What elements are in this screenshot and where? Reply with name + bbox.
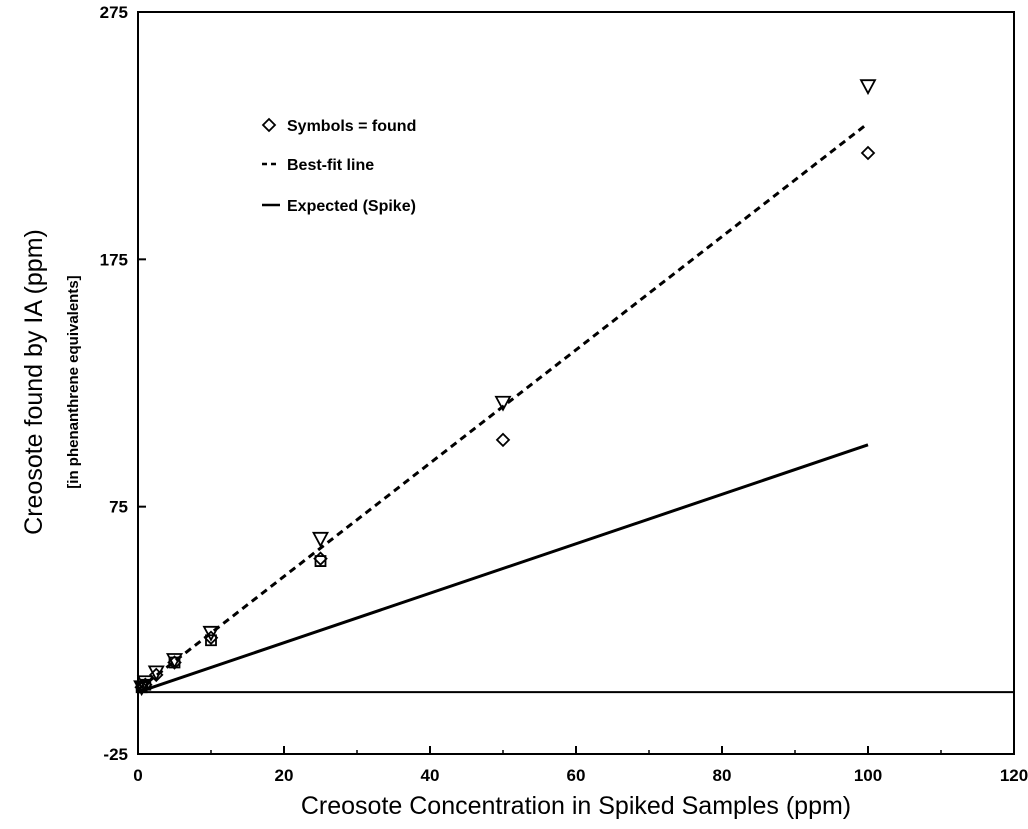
legend: Symbols = found Best-fit line Expected (… bbox=[261, 117, 416, 215]
y-tick-label: 75 bbox=[109, 498, 128, 517]
x-tick-label: 20 bbox=[275, 766, 294, 785]
x-tick-label: 0 bbox=[133, 766, 142, 785]
expected-line bbox=[137, 443, 869, 694]
y-tick-label: -25 bbox=[103, 745, 128, 764]
square-data-point bbox=[135, 681, 148, 694]
plot-frame bbox=[137, 11, 1015, 755]
square-data-point bbox=[314, 555, 327, 567]
triangle-down-data-point bbox=[165, 653, 184, 669]
data-markers bbox=[133, 79, 877, 697]
x-tick-label: 60 bbox=[567, 766, 586, 785]
best-fit-line bbox=[137, 122, 869, 691]
y-axis-subtitle: [in phenanthrene equivalents] bbox=[65, 275, 82, 488]
diamond-data-point bbox=[860, 145, 876, 161]
x-tick-label: 80 bbox=[713, 766, 732, 785]
triangle-down-data-point bbox=[202, 625, 220, 642]
series-lines bbox=[137, 122, 1014, 694]
x-tick-label: 40 bbox=[421, 766, 440, 785]
y-tick-label: 275 bbox=[100, 3, 128, 22]
square-data-point bbox=[168, 656, 181, 669]
legend-diamond-icon bbox=[261, 117, 277, 133]
y-axis-title: Creosote found by IA (ppm) bbox=[20, 229, 48, 535]
square-data-point bbox=[205, 634, 217, 647]
legend-item-best-fit: Best-fit line bbox=[287, 157, 374, 174]
square-data-point bbox=[139, 678, 152, 691]
legend-item-expected: Expected (Spike) bbox=[287, 198, 416, 215]
triangle-down-data-point bbox=[859, 79, 877, 96]
triangle-down-data-point bbox=[147, 665, 165, 682]
tick-marks bbox=[137, 11, 1015, 755]
triangle-down-data-point bbox=[311, 531, 330, 548]
tick-labels: 0 20 40 60 80 100 120 -25 75 175 275 bbox=[100, 3, 1028, 785]
y-tick-label: 175 bbox=[100, 250, 128, 269]
x-tick-label: 120 bbox=[1000, 766, 1028, 785]
x-tick-label: 100 bbox=[854, 766, 882, 785]
triangle-down-data-point bbox=[494, 395, 512, 412]
x-axis-title: Creosote Concentration in Spiked Samples… bbox=[301, 792, 851, 820]
legend-item-found: Symbols = found bbox=[287, 118, 416, 135]
diamond-data-point bbox=[495, 432, 511, 448]
